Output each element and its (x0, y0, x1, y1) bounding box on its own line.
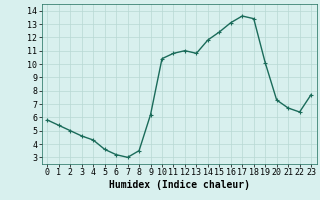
X-axis label: Humidex (Indice chaleur): Humidex (Indice chaleur) (109, 180, 250, 190)
